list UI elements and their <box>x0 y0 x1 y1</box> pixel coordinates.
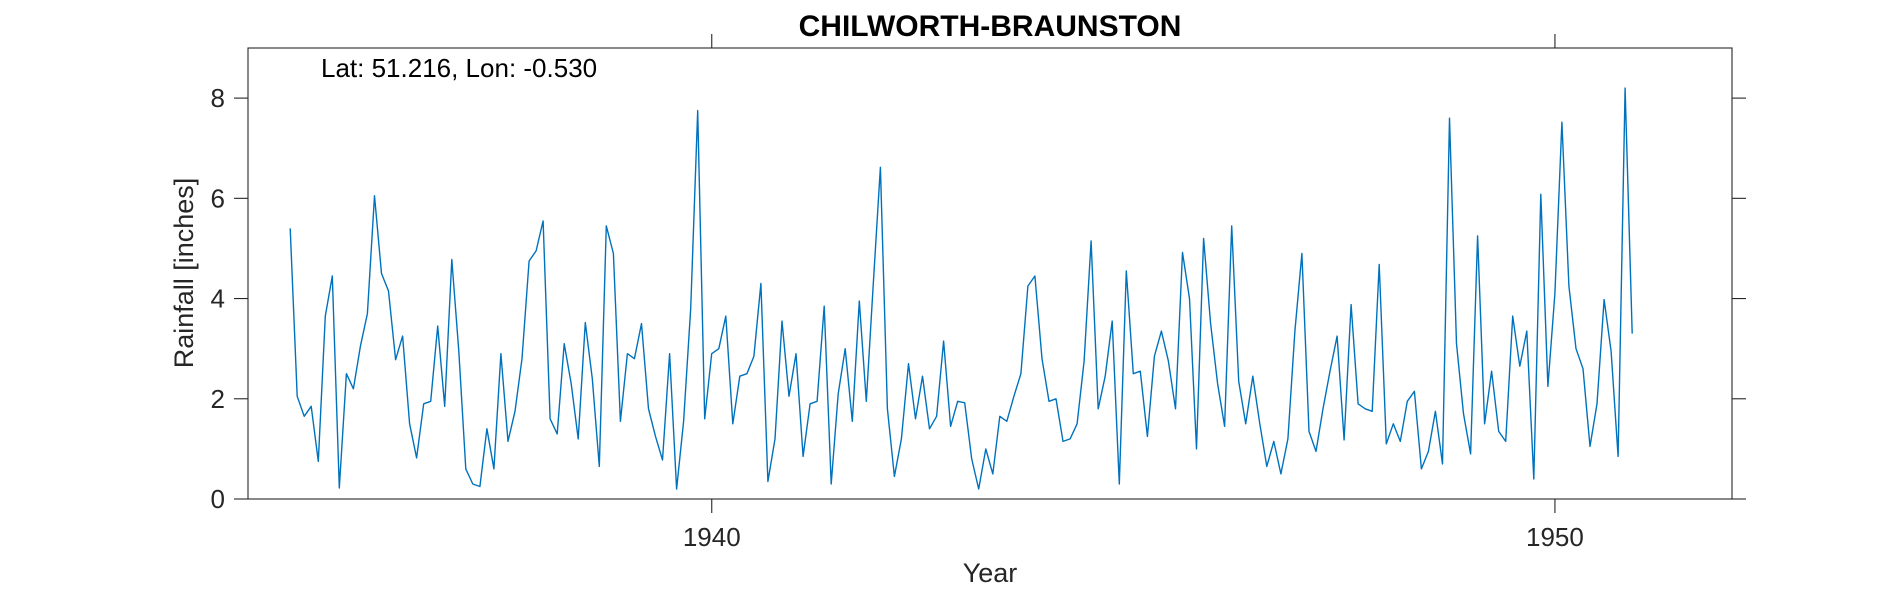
ticks <box>234 34 1746 513</box>
y-axis-label: Rainfall [inches] <box>169 178 199 369</box>
x-tick-label-1940: 1940 <box>683 522 741 552</box>
y-tick-label-8: 8 <box>211 83 225 113</box>
y-tick-label-0: 0 <box>211 484 225 514</box>
tick-labels: 1940 1950 0 2 4 6 8 <box>211 83 1584 552</box>
plot-area <box>248 48 1732 499</box>
y-tick-label-6: 6 <box>211 183 225 213</box>
plot-frame <box>247 47 1733 500</box>
location-annotation: Lat: 51.216, Lon: -0.530 <box>321 53 597 83</box>
chart-title: CHILWORTH-BRAUNSTON <box>799 10 1182 43</box>
rainfall-series-line <box>289 87 1633 490</box>
y-tick-label-4: 4 <box>211 284 225 314</box>
x-tick-label-1950: 1950 <box>1526 522 1584 552</box>
y-tick-label-2: 2 <box>211 384 225 414</box>
x-axis-label: Year <box>963 558 1018 588</box>
